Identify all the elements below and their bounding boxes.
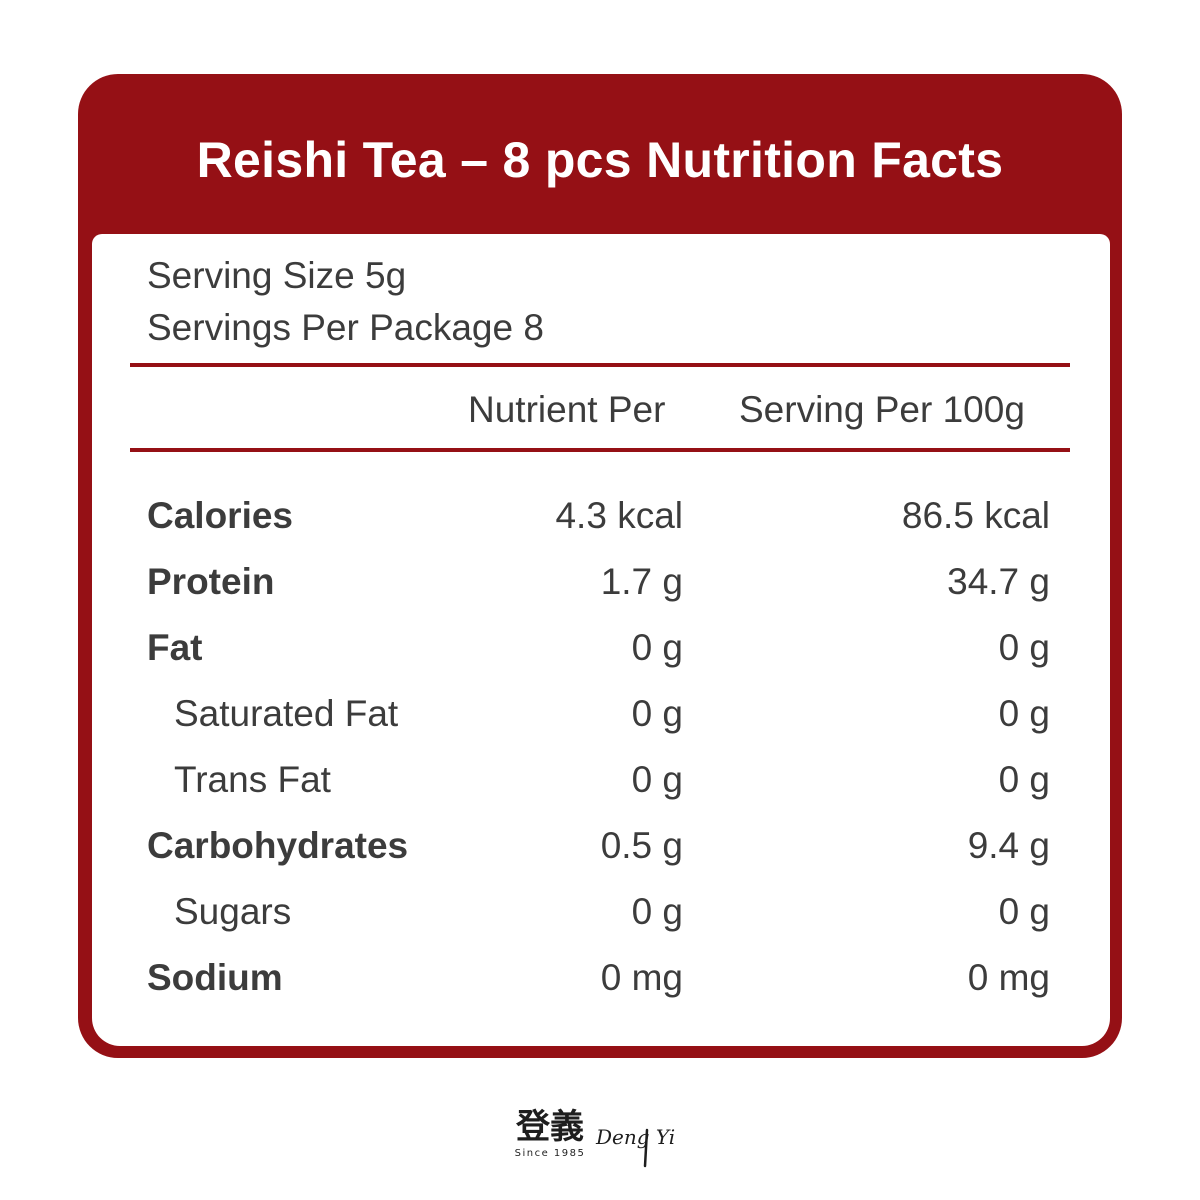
brand-logo: 登義 Since 1985 Deng Yi (515, 1107, 675, 1168)
header-divider (130, 448, 1070, 452)
top-divider (130, 363, 1070, 367)
nutrient-row-carbohydrates: Carbohydrates 0.5 g 9.4 g (0, 821, 1200, 871)
brand-logo-latin: Deng Yi (595, 1125, 675, 1149)
brand-logo-flourish (643, 1128, 649, 1168)
value-per-serving: 0 g (631, 759, 683, 800)
nutrient-label: Protein (147, 561, 275, 602)
value-per-100g: 0 g (998, 627, 1050, 668)
card-title: Reishi Tea – 8 pcs Nutrition Facts (196, 132, 1004, 188)
nutrition-panel (92, 234, 1110, 1046)
column-header-per-serving: Nutrient Per (468, 389, 666, 430)
nutrient-row-calories: Calories 4.3 kcal 86.5 kcal (0, 491, 1200, 541)
value-per-100g: 0 g (998, 693, 1050, 734)
nutrient-row-trans-fat: Trans Fat 0 g 0 g (0, 755, 1200, 805)
servings-per-package: Servings Per Package 8 (147, 307, 544, 348)
brand-logo-chinese: 登義 (515, 1107, 584, 1147)
nutrient-row-sodium: Sodium 0 mg 0 mg (0, 953, 1200, 1003)
nutrient-row-sugars: Sugars 0 g 0 g (0, 887, 1200, 937)
value-per-serving: 1.7 g (600, 561, 683, 602)
nutrient-row-protein: Protein 1.7 g 34.7 g (0, 557, 1200, 607)
nutrient-label: Saturated Fat (174, 693, 399, 734)
column-header-per-100g: Serving Per 100g (739, 389, 1025, 430)
value-per-serving: 0 g (631, 891, 683, 932)
nutrient-label: Sugars (174, 891, 292, 932)
nutrient-label: Calories (147, 495, 294, 536)
value-per-serving: 0 g (631, 693, 683, 734)
value-per-serving: 0 mg (600, 957, 683, 998)
value-per-100g: 9.4 g (967, 825, 1050, 866)
nutrient-label: Carbohydrates (147, 825, 409, 866)
value-per-100g: 86.5 kcal (901, 495, 1050, 536)
nutrient-row-saturated-fat: Saturated Fat 0 g 0 g (0, 689, 1200, 739)
serving-size: Serving Size 5g (147, 255, 407, 296)
value-per-100g: 34.7 g (947, 561, 1050, 602)
nutrient-row-fat: Fat 0 g 0 g (0, 623, 1200, 673)
nutrient-label: Sodium (147, 957, 283, 998)
nutrient-label: Fat (147, 627, 203, 668)
brand-logo-since: Since 1985 (515, 1148, 586, 1159)
value-per-serving: 0 g (631, 627, 683, 668)
value-per-100g: 0 mg (967, 957, 1050, 998)
value-per-serving: 4.3 kcal (555, 495, 683, 536)
value-per-serving: 0.5 g (600, 825, 683, 866)
nutrient-label: Trans Fat (174, 759, 331, 800)
value-per-100g: 0 g (998, 759, 1050, 800)
value-per-100g: 0 g (998, 891, 1050, 932)
